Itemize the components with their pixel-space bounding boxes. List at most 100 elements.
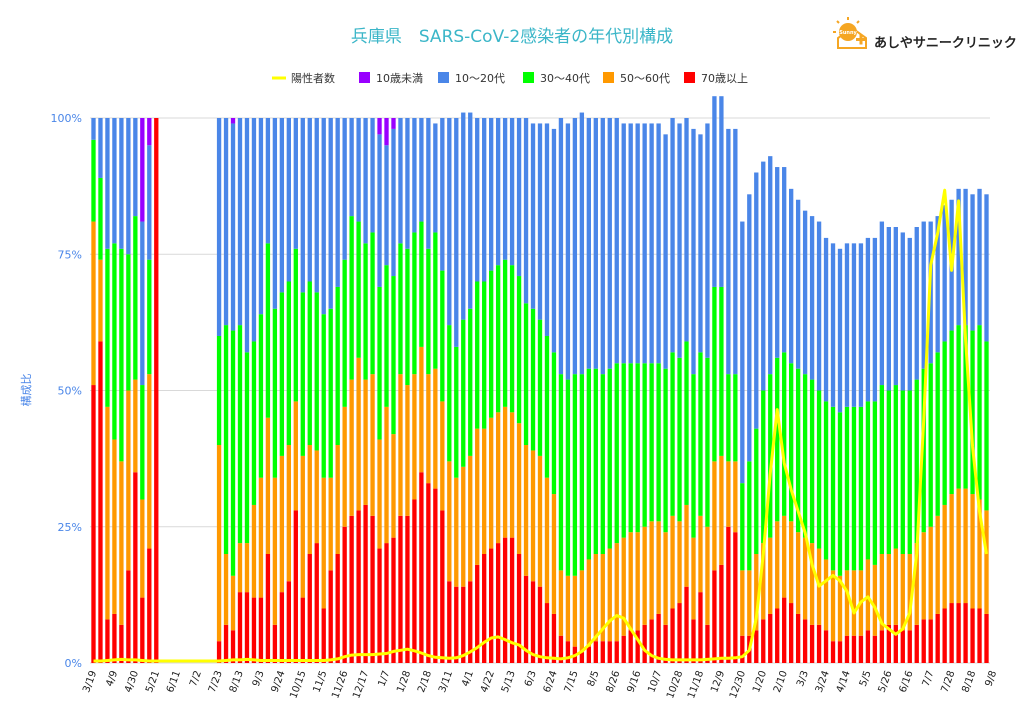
bar-segment-age50_60: [544, 477, 550, 604]
bar-segment-age50_60: [802, 537, 808, 620]
bar-segment-age50_60: [726, 461, 731, 527]
bar-segment-age50_60: [844, 570, 850, 636]
bar-segment-age30_40: [384, 265, 389, 407]
bar-segment-age30_40: [454, 346, 459, 478]
x-tick-label: 10/15: [288, 669, 308, 700]
bar-segment-age50_60: [363, 379, 368, 505]
bar-segment-age10_20: [593, 118, 598, 369]
bar-segment-age10_20: [523, 118, 529, 304]
x-tick-label: 5/13: [500, 669, 518, 694]
bar-segment-age30_40: [719, 286, 724, 456]
bar-segment-age10_20: [621, 123, 626, 364]
bar-segment-age70plus: [705, 624, 710, 663]
bar-segment-age10_20: [342, 118, 347, 260]
bar-segment-age70plus: [691, 619, 696, 663]
bar-segment-age70plus: [726, 526, 731, 663]
bar-segment-age30_40: [956, 325, 961, 489]
bar-segment-age70plus: [900, 630, 905, 663]
bar-segment-age70plus: [858, 635, 864, 663]
bar-segment-age30_40: [642, 363, 647, 527]
bar-segment-age70plus: [677, 603, 682, 663]
bar-segment-age50_60: [279, 455, 285, 593]
bar-segment-age30_40: [230, 330, 236, 576]
bar-segment-age10_20: [586, 118, 591, 369]
bar-segment-age70plus: [977, 608, 982, 663]
bar-segment-age10_20: [558, 118, 564, 375]
bar-segment-age50_60: [530, 450, 536, 582]
bar-segment-age70plus: [384, 543, 389, 663]
bar-segment-age10_20: [886, 227, 891, 391]
bar-segment-age10_20: [572, 118, 578, 375]
bar-segment-age50_60: [956, 488, 961, 604]
bar-segment-age50_60: [398, 374, 403, 516]
bar-segment-age30_40: [747, 461, 752, 571]
bar-segment-age10_20: [628, 123, 633, 364]
bar-segment-age70plus: [335, 554, 340, 663]
bar-segment-age10_20: [775, 167, 780, 358]
bar-segment-age10_20: [747, 194, 752, 462]
bar-segment-age30_40: [789, 363, 794, 522]
x-tick-label: 4/1: [460, 669, 476, 688]
bar-segment-age50_60: [412, 374, 417, 500]
bar-segment-age10_20: [356, 118, 361, 222]
bar-segment-age10_20: [349, 118, 354, 217]
bar-segment-age50_60: [328, 477, 333, 571]
bar-segment-age70plus: [433, 488, 438, 663]
bar-segment-age30_40: [509, 265, 515, 413]
x-tick-label: 12/17: [351, 669, 371, 700]
bar-segment-age50_60: [384, 406, 389, 544]
bar-segment-age70plus: [879, 630, 885, 663]
bar-segment-age30_40: [684, 341, 689, 505]
bar-segment-age50_60: [370, 374, 375, 516]
x-tick-label: 1/7: [376, 669, 392, 688]
bar-segment-under10: [377, 118, 382, 135]
bar-segment-age10_20: [551, 128, 557, 353]
bar-segment-age50_60: [663, 532, 668, 625]
bar-segment-age70plus: [300, 597, 305, 663]
bar-segment-age10_20: [789, 188, 794, 364]
legend-swatch: [684, 72, 695, 83]
bar-segment-age30_40: [342, 259, 347, 407]
bar-segment-age50_60: [475, 428, 480, 565]
bar-segment-age70plus: [663, 624, 668, 663]
x-tick-label: 7/2: [188, 669, 204, 688]
bar-segment-age70plus: [279, 592, 285, 663]
bar-segment-age30_40: [942, 341, 947, 505]
bar-segment-age50_60: [251, 504, 257, 598]
x-tick-label: 7/28: [939, 669, 957, 694]
bar-segment-age70plus: [984, 613, 989, 663]
bar-segment-age30_40: [754, 428, 759, 554]
legend-swatch: [523, 72, 534, 83]
bar-segment-age10_20: [335, 118, 340, 287]
bar-segment-age10_20: [726, 128, 731, 375]
bar-segment-age10_20: [419, 118, 424, 222]
bar-segment-age50_60: [782, 515, 787, 598]
legend-label: 50～60代: [620, 72, 670, 85]
bar-segment-age30_40: [349, 216, 354, 380]
bar-segment-age10_20: [384, 145, 389, 266]
bar-segment-age30_40: [565, 379, 571, 576]
bar-segment-age70plus: [530, 581, 536, 663]
bar-segment-age70plus: [307, 554, 312, 663]
bar-segment-age50_60: [349, 379, 354, 516]
x-tick-label: 7/23: [207, 669, 225, 694]
bar-segment-age30_40: [970, 330, 975, 495]
bar-segment-age70plus: [893, 624, 898, 663]
bar-segment-age70plus: [949, 603, 954, 663]
bar-segment-age50_60: [830, 570, 836, 642]
bar-segment-age70plus: [607, 641, 612, 663]
bar-segment-age30_40: [977, 325, 982, 500]
bar-segment-age70plus: [656, 613, 661, 663]
bar-segment-age70plus: [482, 554, 487, 663]
chart-title: 兵庫県 SARS-CoV-2感染者の年代別構成: [351, 27, 673, 47]
bar-segment-age10_20: [635, 123, 640, 364]
bar-segment-age10_20: [412, 118, 417, 233]
bar-segment-age70plus: [147, 548, 152, 663]
bar-segment-age10_20: [809, 216, 815, 380]
bar-segment-age50_60: [740, 570, 745, 636]
bar-segment-age30_40: [900, 390, 905, 554]
bar-segment-age70plus: [133, 472, 138, 663]
bar-segment-age50_60: [984, 510, 989, 614]
bar-segment-age50_60: [607, 548, 612, 642]
bar-segment-age30_40: [300, 292, 305, 456]
